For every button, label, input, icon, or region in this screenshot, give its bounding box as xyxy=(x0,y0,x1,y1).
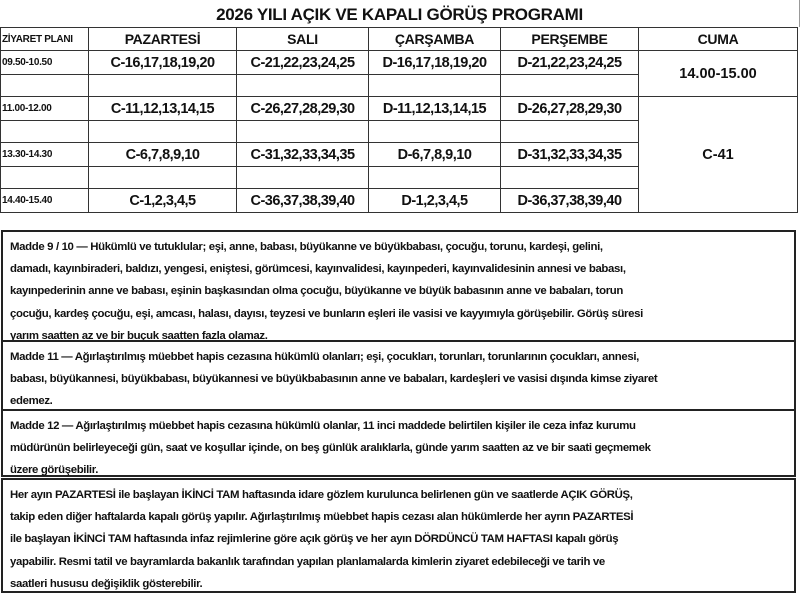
header-monday: PAZARTESİ xyxy=(88,27,237,51)
general-rules-box: Her ayın PAZARTESİ ile başlayan İKİNCİ T… xyxy=(1,478,796,593)
article-9-10-box: Madde 9 / 10 — Hükümlü ve tutuklular; eş… xyxy=(1,230,796,342)
text-line: yarım saatten az ve bir buçuk saatten fa… xyxy=(10,329,268,342)
table-row: 09.50-10.50 C-16,17,18,19,20 C-21,22,23,… xyxy=(0,50,798,97)
text-line: kayınpederinin anne ve babası, eşinin ba… xyxy=(10,285,623,298)
text-line: müdürünün belirleyeceği gün, saat ve koş… xyxy=(10,442,651,455)
time-slot: 11.00-12.00 xyxy=(0,96,89,121)
text-line: saatleri hususu değişiklik gösterebilir. xyxy=(10,577,203,590)
spacer-row xyxy=(0,120,798,143)
text-line: takip eden diğer haftalarda kapalı görüş… xyxy=(10,511,634,524)
text-line: Madde 9 / 10 — Hükümlü ve tutuklular; eş… xyxy=(10,241,603,253)
text-line: Madde 12 — Ağırlaştırılmış müebbet hapis… xyxy=(10,420,636,432)
time-slot: 13.30-14.30 xyxy=(0,142,89,167)
cell: C-36,37,38,39,40 xyxy=(236,188,369,213)
time-slot: 09.50-10.50 xyxy=(0,50,89,75)
table-row: 11.00-12.00 C-11,12,13,14,15 C-26,27,28,… xyxy=(0,96,798,213)
header-tuesday: SALI xyxy=(236,27,369,51)
spacer-row xyxy=(0,166,798,189)
cell: D-1,2,3,4,5 xyxy=(368,188,501,213)
visit-schedule-table: ZİYARET PLANI PAZARTESİ SALI ÇARŞAMBA PE… xyxy=(0,27,798,213)
cell: C-1,2,3,4,5 xyxy=(88,188,237,213)
cell: D-11,12,13,14,15 xyxy=(368,96,501,121)
text-line: üzere görüşebilir. xyxy=(10,464,99,477)
cell: C-21,22,23,24,25 xyxy=(236,50,369,75)
cell: D-36,37,38,39,40 xyxy=(500,188,639,213)
friday-time: 14.00-15.00 xyxy=(638,50,798,97)
text-line: Madde 11 — Ağırlaştırılmış müebbet hapis… xyxy=(10,351,639,363)
cell: C-16,17,18,19,20 xyxy=(88,50,237,75)
friday-group: C-41 xyxy=(638,96,798,213)
cell: D-21,22,23,24,25 xyxy=(500,50,639,75)
header-thursday: PERŞEMBE xyxy=(500,27,639,51)
time-slot: 14.40-15.40 xyxy=(0,188,89,213)
cell: C-31,32,33,34,35 xyxy=(236,142,369,167)
text-line: edemez. xyxy=(10,395,53,408)
header-friday: CUMA xyxy=(638,27,798,51)
text-line: ile başlayan İKİNCİ TAM haftasında infaz… xyxy=(10,533,619,546)
article-11-box: Madde 11 — Ağırlaştırılmış müebbet hapis… xyxy=(1,340,796,411)
text-line: Her ayın PAZARTESİ ile başlayan İKİNCİ T… xyxy=(10,489,633,501)
cell: D-31,32,33,34,35 xyxy=(500,142,639,167)
text-line: çocuğu, kardeş çocuğu, eşi, amcası, hala… xyxy=(10,307,643,320)
cell: D-6,7,8,9,10 xyxy=(368,142,501,167)
article-12-box: Madde 12 — Ağırlaştırılmış müebbet hapis… xyxy=(1,409,796,477)
page-title: 2026 YILI AÇIK VE KAPALI GÖRÜŞ PROGRAMI xyxy=(0,0,800,27)
cell: C-6,7,8,9,10 xyxy=(88,142,237,167)
spacer-row xyxy=(0,74,798,97)
cell: C-11,12,13,14,15 xyxy=(88,96,237,121)
table-header-row: ZİYARET PLANI PAZARTESİ SALI ÇARŞAMBA PE… xyxy=(0,27,798,51)
table-row: 14.40-15.40 C-1,2,3,4,5 C-36,37,38,39,40… xyxy=(0,188,798,213)
text-line: yapabilir. Resmi tatil ve bayramlarda ba… xyxy=(10,555,605,568)
cell: D-26,27,28,29,30 xyxy=(500,96,639,121)
cell: C-26,27,28,29,30 xyxy=(236,96,369,121)
cell: D-16,17,18,19,20 xyxy=(368,50,501,75)
text-line: damadı, kayınbiraderi, baldızı, yengesi,… xyxy=(10,263,626,276)
text-line: babası, büyükannesi, büyükbabası, büyüka… xyxy=(10,373,658,386)
header-visit-plan: ZİYARET PLANI xyxy=(0,27,89,51)
header-wednesday: ÇARŞAMBA xyxy=(368,27,501,51)
table-row: 13.30-14.30 C-6,7,8,9,10 C-31,32,33,34,3… xyxy=(0,142,798,167)
